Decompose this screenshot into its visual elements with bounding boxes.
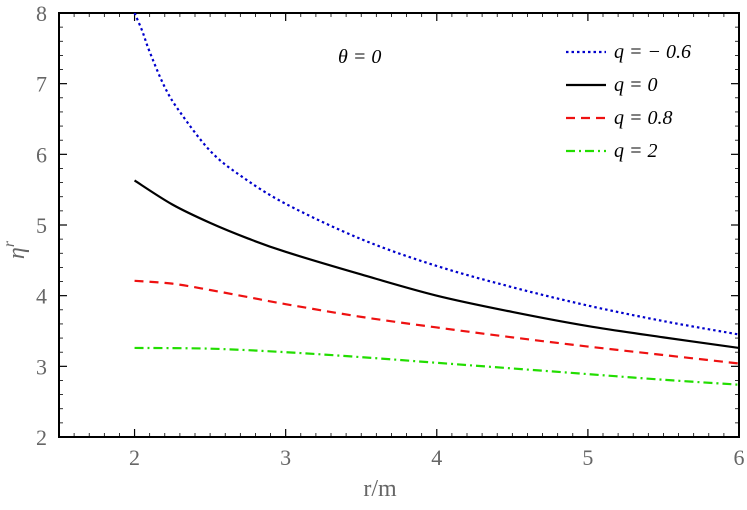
- series-line-0: [133, 13, 739, 336]
- annotation-theta: θ = 0: [338, 46, 381, 68]
- series-line-1: [133, 179, 739, 350]
- legend-label-3: q = 2: [614, 140, 658, 162]
- y-axis-title-main: η: [4, 247, 30, 259]
- series-line-3: [134, 346, 739, 386]
- legend-label-2: q = 0.8: [614, 107, 673, 129]
- svg-text:ηr: ηr: [1, 240, 30, 259]
- y-tick-label: 5: [36, 213, 47, 238]
- y-axis-title-superscript: r: [1, 240, 18, 247]
- y-axis-title: ηr: [1, 240, 30, 259]
- x-tick-label: 5: [582, 445, 593, 470]
- legend-label-1: q = 0: [614, 74, 658, 96]
- y-tick-label: 3: [36, 354, 47, 379]
- legend: q = − 0.6 q = 0 q = 0.8 q = 2: [566, 41, 691, 162]
- x-tick-label: 6: [734, 445, 745, 470]
- series-line-2: [134, 279, 739, 365]
- tick-labels: 2 3 4 5 6 2 3 4 5 6 7 8: [36, 1, 745, 470]
- y-tick-label: 7: [36, 72, 47, 97]
- legend-label-0: q = − 0.6: [614, 41, 691, 63]
- y-tick-label: 8: [36, 1, 47, 26]
- x-tick-label: 3: [280, 445, 291, 470]
- series-layer: [133, 13, 739, 386]
- x-axis-title: r/m: [363, 476, 397, 502]
- y-tick-label: 6: [36, 142, 47, 167]
- x-tick-label: 4: [431, 445, 442, 470]
- y-tick-label: 4: [36, 284, 47, 309]
- x-tick-label: 2: [129, 445, 140, 470]
- tick-marks: [59, 12, 740, 438]
- y-tick-label: 2: [36, 425, 47, 450]
